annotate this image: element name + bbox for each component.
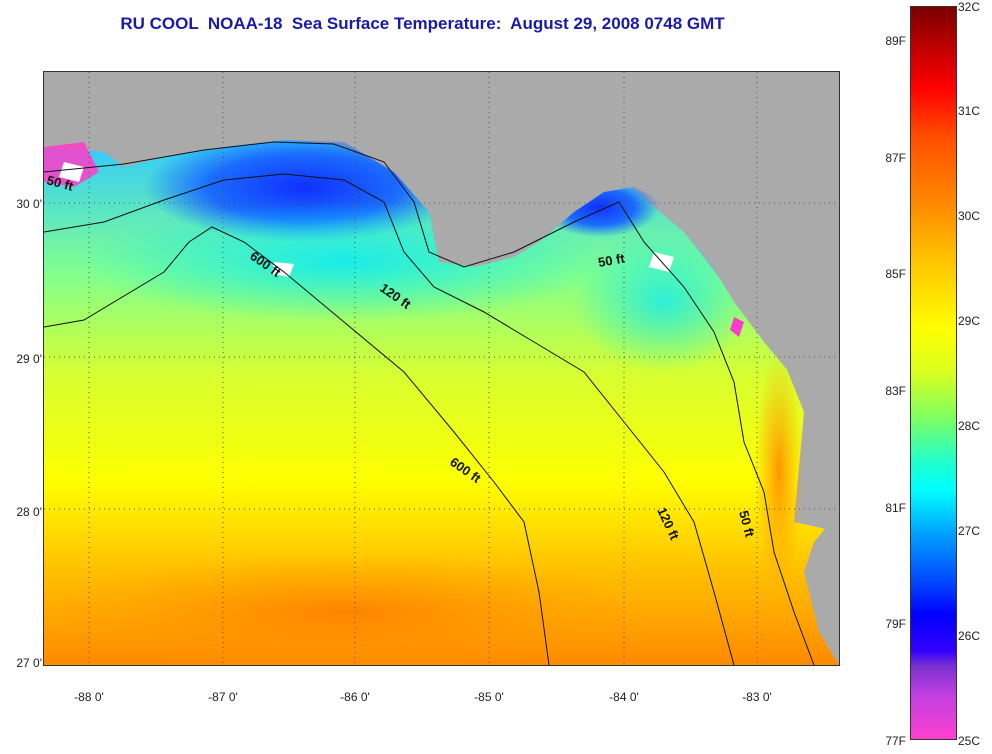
contour-50ft: [44, 141, 815, 665]
lat-label-29: 29 0': [16, 352, 42, 366]
temperature-colorbar: [910, 6, 957, 740]
colorbar-label-27c: 27C: [958, 524, 981, 538]
colorbar-label-29c: 29C: [958, 314, 981, 328]
warm-water-patch: [44, 552, 644, 665]
sst-map-canvas: 50 ft 600 ft 120 ft 50 ft 600 ft 120 ft …: [44, 72, 839, 665]
lon-label-85: -85 0': [474, 690, 504, 704]
lon-label-88: -88 0': [74, 690, 104, 704]
colorbar-label-28c: 28C: [958, 419, 981, 433]
colorbar-label-25c: 25C: [958, 734, 981, 748]
colorbar-label-79f: 79F: [885, 617, 906, 631]
cyan-water-patch: [574, 232, 754, 372]
colorbar-label-87f: 87F: [885, 151, 906, 165]
contour-label-50ft-south: 50 ft: [736, 509, 758, 539]
sst-map: 50 ft 600 ft 120 ft 50 ft 600 ft 120 ft …: [44, 72, 839, 665]
land-north: [44, 72, 839, 392]
colorbar-label-81f: 81F: [885, 501, 906, 515]
cloud-patch: [730, 317, 744, 337]
contour-label-50ft-west: 50 ft: [45, 172, 75, 194]
cloud-patch: [272, 262, 294, 277]
colorbar-label-31c: 31C: [958, 104, 981, 118]
map-border: [43, 71, 840, 666]
lon-label-84: -84 0': [609, 690, 639, 704]
warm-water-patch: [754, 352, 804, 592]
contour-label-50ft-east: 50 ft: [597, 250, 627, 270]
lat-label-30: 30 0': [16, 197, 42, 211]
colorbar-label-89f: 89F: [885, 34, 906, 48]
colorbar-label-32c: 32C: [958, 0, 981, 14]
lon-label-87: -87 0': [208, 690, 238, 704]
colorbar-label-85f: 85F: [885, 267, 906, 281]
contour-600ft: [44, 226, 550, 665]
colorbar-label-26c: 26C: [958, 629, 981, 643]
colorbar-label-77f: 77F: [885, 734, 906, 748]
cloud-patch: [59, 162, 84, 182]
contour-120ft: [44, 173, 735, 665]
colorbar-label-83f: 83F: [885, 384, 906, 398]
colorbar-label-30c: 30C: [958, 209, 981, 223]
lon-label-83: -83 0': [742, 690, 772, 704]
land-southeast: [804, 512, 839, 665]
lat-label-27: 27 0': [16, 656, 42, 670]
lon-label-86: -86 0': [340, 690, 370, 704]
lat-label-28: 28 0': [16, 505, 42, 519]
depth-contours: [44, 141, 815, 665]
map-title: RU COOL NOAA-18 Sea Surface Temperature:…: [120, 14, 725, 33]
